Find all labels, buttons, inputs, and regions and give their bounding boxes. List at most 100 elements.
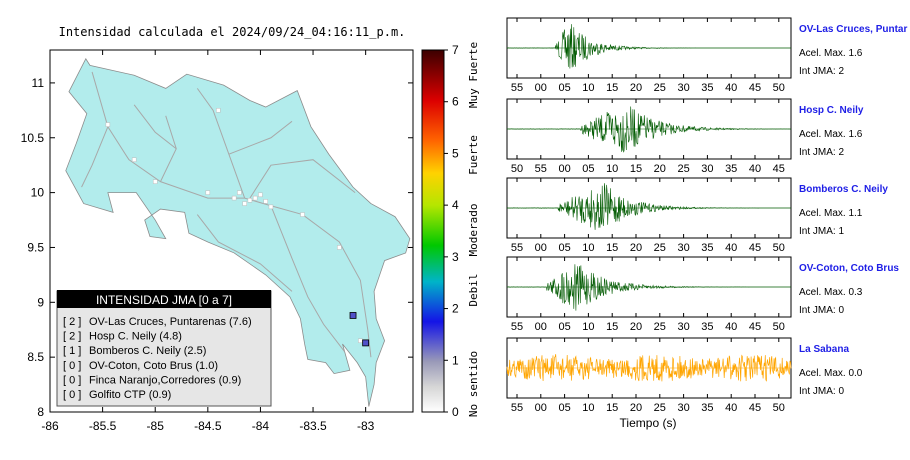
map-axis-ticks: -86 -85.5 -85 -84.5 -84 -83.5 -83 8 8.5 9 9.5 10 10.…: [21, 50, 413, 433]
seismogram-tick-label: 55: [511, 242, 523, 254]
seismogram-tick-label: 10: [582, 82, 594, 94]
colorbar-zone-label: Moderado: [467, 204, 480, 257]
road-line: [249, 159, 356, 199]
town-marker: [242, 201, 247, 206]
seismogram-tick-label: 45: [749, 321, 761, 333]
seismogram-tick-label: 30: [677, 321, 689, 333]
map-y-tick-label: 8: [37, 405, 44, 419]
seismogram-panel: 55 00 05 10 15 20 25 30 35 40 45 50 La Sabana Acel. M…: [506, 337, 863, 414]
station-markers: [349, 312, 370, 347]
town-marker: [131, 157, 137, 162]
seismogram-tick-label: 50: [511, 163, 523, 175]
seismogram-tick-label: 20: [630, 242, 642, 254]
seismogram-tick-label: 05: [558, 402, 570, 414]
road-line: [196, 214, 293, 292]
intensity-colorbar: 0 1 2 3 4 5 6 7 No sentido Debil Moderado Fuerte Mu…: [421, 42, 480, 419]
map-x-tick-label: -84: [252, 419, 270, 433]
colorbar-tick-label: 3: [452, 250, 459, 264]
seismogram-tick-label: 50: [773, 321, 785, 333]
map-y-tick-label: 9.5: [27, 240, 44, 254]
seismogram-tick-label: 45: [749, 402, 761, 414]
seismogram-tick-label: 15: [606, 82, 618, 94]
seismogram-trace: [506, 354, 792, 382]
legend-item-station: Bomberos C. Neily (2.5): [89, 345, 206, 357]
legend-item-level: [ 0 ]: [63, 374, 81, 386]
map-y-tick-label: 8.5: [27, 350, 44, 364]
seismogram-tick-label: 10: [582, 242, 594, 254]
seismogram-tick-label: 40: [725, 402, 737, 414]
seismogram-tick-label: 50: [773, 242, 785, 254]
legend-item-level: [ 0 ]: [63, 389, 81, 401]
seismogram-tick-label: 45: [749, 82, 761, 94]
colorbar-tick-label: 6: [452, 95, 459, 109]
town-marker: [258, 192, 263, 198]
seismogram-tick-label: 30: [677, 402, 689, 414]
road-line: [91, 71, 245, 199]
seismogram-tick-label: 20: [654, 163, 666, 175]
legend-item-station: Finca Naranjo,Corredores (0.9): [89, 374, 241, 386]
station-max-accel: Acel. Max. 1.1: [799, 208, 863, 219]
road-line: [81, 126, 109, 188]
legend-item-level: [ 2 ]: [63, 331, 81, 343]
seismogram-tick-label: 15: [606, 321, 618, 333]
map-x-tick-label: -84.5: [194, 419, 222, 433]
seismogram-tick-label: 40: [725, 321, 737, 333]
colorbar-zone-label: Fuerte: [467, 135, 480, 175]
seismogram-tick-label: 50: [773, 82, 785, 94]
seismogram-tick-label: 05: [558, 242, 570, 254]
seismogram-tick-label: 05: [558, 321, 570, 333]
seismogram-tick-label: 35: [701, 242, 713, 254]
colorbar-tick-label: 5: [452, 146, 459, 160]
seismogram-tick-label: 55: [511, 82, 523, 94]
town-marker: [358, 338, 363, 343]
map-y-tick-label: 11: [32, 76, 45, 90]
road-line: [270, 205, 346, 352]
seismogram-tick-label: 55: [511, 402, 523, 414]
colorbar-zone-label: Debil: [467, 273, 480, 306]
seismogram-tick-label: 55: [535, 163, 547, 175]
seismogram-tick-label: 20: [630, 321, 642, 333]
seismogram-tick-label: 25: [654, 82, 666, 94]
seismogram-tick-label: 25: [654, 321, 666, 333]
seismogram-tick-label: 50: [773, 402, 785, 414]
map-x-tick-label: -85.5: [89, 419, 117, 433]
intensity-legend: INTENSIDAD JMA [0 a 7] [ 2 ] OV-Las Cruce…: [56, 290, 272, 407]
seismogram-panel: 55 00 05 10 15 20 25 30 35 40 45 50 OV-Coton, Coto B…: [506, 256, 899, 333]
station-marker: [349, 312, 357, 319]
seismogram-tick-label: 40: [725, 242, 737, 254]
town-marker: [300, 212, 305, 217]
map-y-tick-label: 10.5: [21, 131, 45, 145]
colorbar-scale: [421, 49, 445, 413]
station-max-accel: Acel. Max. 0.3: [799, 287, 863, 298]
map-x-tick-label: -83: [357, 419, 375, 433]
town-marker: [252, 195, 258, 201]
road-line: [196, 88, 246, 199]
legend-item-station: Golfito CTP (0.9): [89, 389, 171, 401]
seismogram-tick-label: 05: [558, 82, 570, 94]
seismogram-tick-label: 45: [773, 163, 785, 175]
station-max-accel: Acel. Max. 1.6: [799, 129, 863, 140]
seismogram-tick-label: 00: [535, 402, 547, 414]
seismogram-tick-label: 30: [701, 163, 713, 175]
seismogram-tick-label: 55: [511, 321, 523, 333]
seismogram-tick-label: 15: [630, 163, 642, 175]
town-marker: [205, 190, 211, 195]
station-max-accel: Acel. Max. 1.6: [799, 48, 863, 59]
seismogram-tick-label: 00: [535, 242, 547, 254]
legend-header: INTENSIDAD JMA [0 a 7]: [96, 293, 232, 307]
seismogram-tick-label: 40: [749, 163, 761, 175]
map-x-tick-label: -85: [147, 419, 165, 433]
colorbar-tick-label: 0: [452, 405, 459, 419]
station-jma-intensity: Int JMA: 1: [799, 226, 844, 237]
station-jma-intensity: Int JMA: 0: [799, 386, 844, 397]
seismogram-xlabel: Tiempo (s): [620, 416, 677, 430]
seismogram-tick-label: 15: [606, 242, 618, 254]
seismogram-tick-label: 35: [701, 82, 713, 94]
colorbar-zone-label: No sentido: [467, 351, 480, 417]
seismogram-tick-label: 35: [725, 163, 737, 175]
seismogram-tick-label: 35: [701, 321, 713, 333]
seismogram-tick-label: 20: [630, 402, 642, 414]
town-marker: [237, 190, 242, 195]
colorbar-zone-label: Muy Fuerte: [467, 42, 480, 108]
